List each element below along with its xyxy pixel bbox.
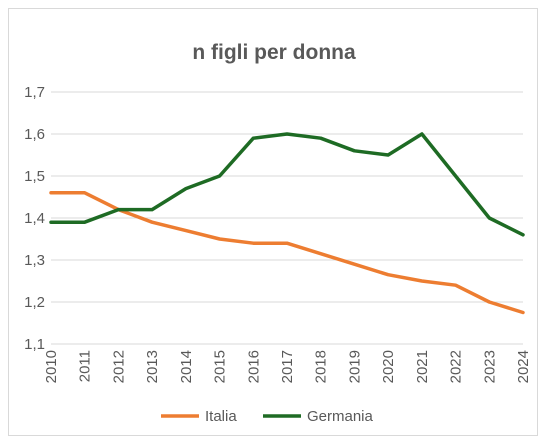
x-tick-label: 2011: [77, 350, 94, 382]
y-tick-label: 1,5: [24, 168, 45, 185]
x-tick-label: 2021: [414, 350, 431, 383]
x-tick-label: 2015: [212, 350, 229, 383]
legend-label-germania: Germania: [307, 408, 374, 425]
x-tick-label: 2012: [110, 350, 127, 383]
x-tick-label: 2010: [43, 350, 60, 383]
series-line-germania: [49, 132, 525, 237]
y-tick-label: 1,7: [24, 84, 45, 101]
legend-label-italia: Italia: [205, 408, 237, 425]
x-tick-label: 2016: [245, 350, 262, 383]
x-tick-label: 2018: [313, 350, 330, 383]
x-tick-label: 2023: [481, 350, 498, 383]
x-axis-ticks: 2010 2011 2012 2013 2014 2015 2016 2017 2018 2019…: [43, 350, 532, 383]
x-tick-label: 2013: [144, 350, 161, 383]
y-tick-label: 1,4: [24, 210, 45, 227]
y-tick-label: 1,1: [24, 336, 45, 353]
chart-frame: n figli per donna 1,1 1,2 1,3 1,4 1,5 1,6 1,7 …: [8, 8, 538, 436]
legend: Italia Germania: [161, 408, 374, 425]
chart-title: n figli per donna: [192, 41, 356, 64]
y-tick-label: 1,2: [24, 294, 45, 311]
y-axis-ticks: 1,1 1,2 1,3 1,4 1,5 1,6 1,7: [24, 84, 45, 353]
y-tick-label: 1,3: [24, 252, 45, 269]
x-tick-label: 2019: [346, 350, 363, 383]
x-tick-label: 2022: [448, 350, 465, 383]
series-lines: [49, 132, 525, 315]
chart-canvas: n figli per donna 1,11,21,31,41,51,61,7 …: [24, 41, 532, 425]
x-tick-label: 2014: [178, 350, 195, 383]
gridlines: [51, 91, 523, 345]
series-line-italia: [49, 191, 525, 315]
x-tick-label: 2020: [380, 350, 397, 383]
x-tick-label: 2017: [279, 350, 296, 383]
y-tick-label: 1,6: [24, 126, 45, 143]
x-tick-label: 2024: [515, 350, 532, 383]
